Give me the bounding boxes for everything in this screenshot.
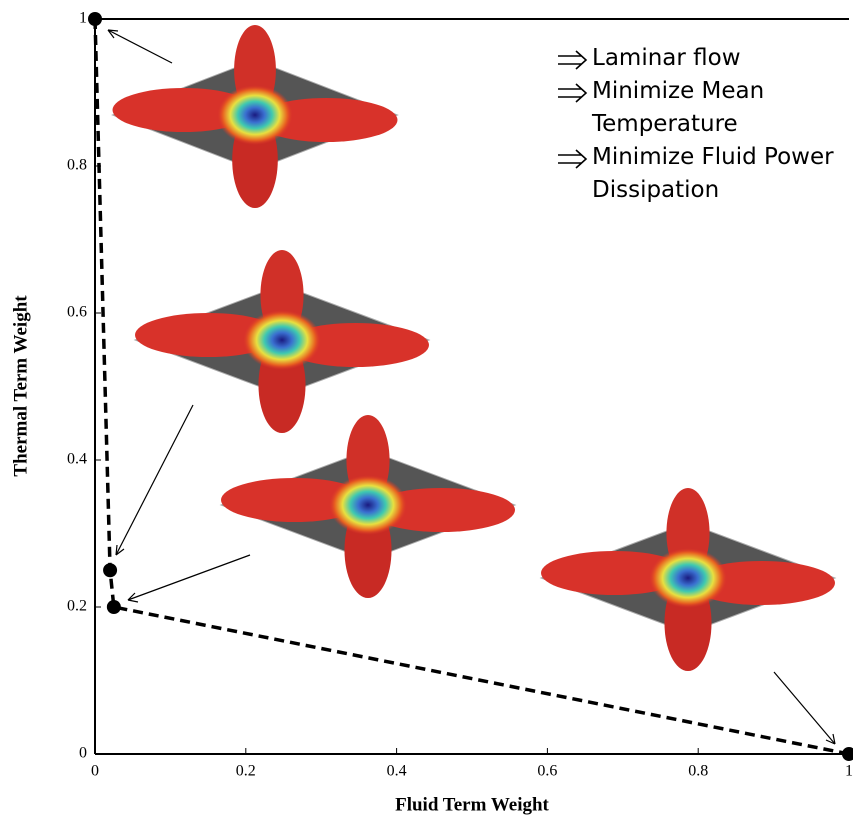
y-tick-label: 0.4 [67,451,87,468]
x-tick-label: 0.6 [537,763,557,780]
annotation: Minimize Fluid Power Dissipation [556,141,846,207]
x-tick-label: 0 [91,763,99,780]
y-tick-label: 0 [79,745,87,762]
annotation: Laminar flow [556,42,846,75]
y-tick-label: 0.6 [67,304,87,321]
annotation-text: Laminar flow [592,45,741,71]
data-point [103,563,117,577]
annotation-text: Minimize Fluid Power Dissipation [592,144,834,203]
annotation: Minimize Mean Temperature [556,75,846,141]
y-tick-label: 0.8 [67,157,87,174]
data-point [842,747,853,761]
implies-icon [558,83,588,103]
page: Fluid Term Weight Thermal Term Weight 00… [0,0,853,819]
implies-icon [558,149,588,169]
y-axis-label: Thermal Term Weight [10,295,31,477]
x-tick-label: 1 [845,763,853,780]
x-tick-label: 0.8 [688,763,708,780]
annotation-text: Minimize Mean Temperature [592,78,764,137]
y-tick-label: 1 [79,10,87,27]
data-point [88,12,102,26]
x-tick-label: 0.4 [387,763,407,780]
x-axis-label: Fluid Term Weight [395,794,549,815]
implies-icon [558,50,588,70]
data-point [107,600,121,614]
y-tick-label: 0.2 [67,598,87,615]
annotations: Laminar flow Minimize Mean Temperature Min… [556,42,846,207]
x-tick-label: 0.2 [236,763,256,780]
